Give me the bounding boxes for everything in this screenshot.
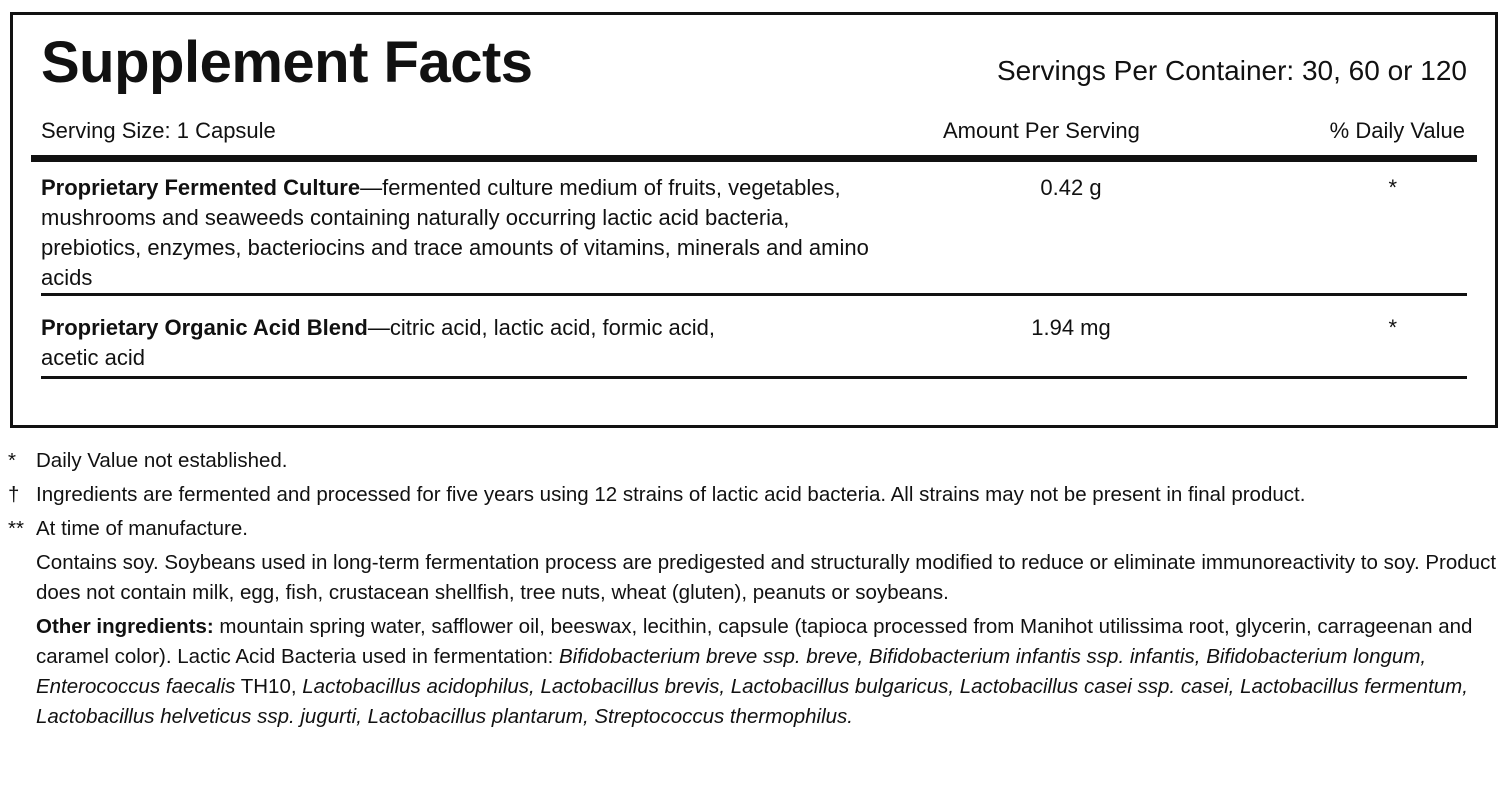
footnote-text: Daily Value not established. (36, 449, 288, 472)
footnote: ** At time of manufacture. (8, 514, 1498, 544)
panel-title: Supplement Facts (41, 30, 533, 95)
serving-size: Serving Size: 1 Capsule (41, 118, 276, 143)
footnotes: * Daily Value not established. † Ingredien… (8, 446, 1498, 736)
nutrient-name: Proprietary Fermented Culture (41, 175, 361, 200)
divider (41, 376, 1467, 379)
footnote-symbol: ** (8, 517, 24, 540)
nutrient-amount: 1.94 mg (1031, 315, 1111, 340)
bacteria-list: Lactobacillus acidophilus, Lactobacillus… (36, 675, 1468, 728)
other-ingredients: Other ingredients: mountain spring water… (8, 612, 1498, 732)
nutrient-description: —citric acid, lactic acid, formic acid, … (41, 315, 716, 370)
nutrient-daily-value: * (1388, 175, 1397, 200)
divider (41, 293, 1467, 296)
divider-thick (31, 155, 1477, 162)
amount-per-serving-header: Amount Per Serving (943, 118, 1140, 143)
footnote-symbol: † (8, 483, 20, 506)
nutrient-name: Proprietary Organic Acid Blend (41, 315, 368, 340)
footnote-text: Ingredients are fermented and processed … (36, 483, 1306, 506)
footnote-symbol: * (8, 449, 16, 472)
nutrient-row: Proprietary Fermented Culture—fermented … (41, 173, 1467, 293)
footnote-text: At time of manufacture. (36, 517, 248, 540)
other-ingredients-text: TH10, (235, 675, 303, 698)
footnote-text: Contains soy. Soybeans used in long-term… (36, 551, 1497, 604)
nutrient-daily-value: * (1388, 315, 1397, 340)
servings-per-container: Servings Per Container: 30, 60 or 120 (996, 55, 1467, 86)
nutrient-description: —fermented culture medium of fruits, veg… (41, 175, 869, 290)
nutrient-row: Proprietary Organic Acid Blend—citric ac… (41, 313, 1467, 373)
daily-value-header: % Daily Value (1329, 118, 1465, 143)
nutrient-amount: 0.42 g (1040, 175, 1102, 200)
other-ingredients-text: mountain spring water, safflower oil, be… (36, 615, 1473, 668)
other-ingredients-label: Other ingredients: (36, 615, 214, 638)
footnote: * Daily Value not established. (8, 446, 1498, 476)
bacteria-list: Bifidobacterium breve ssp. breve, Bifido… (36, 645, 1427, 698)
allergen-statement: Contains soy. Soybeans used in long-term… (8, 548, 1498, 608)
footnote: † Ingredients are fermented and processed… (8, 480, 1498, 510)
supplement-facts-panel: Supplement Facts Servings Per Container:… (10, 12, 1498, 428)
